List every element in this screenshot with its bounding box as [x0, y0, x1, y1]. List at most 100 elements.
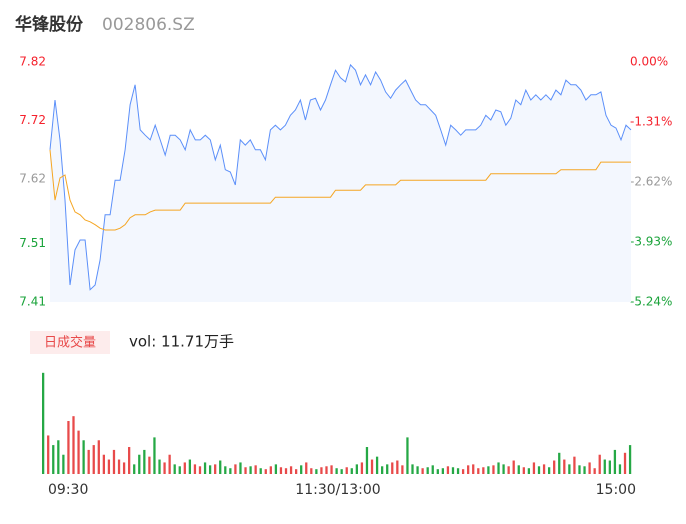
volume-bar — [522, 467, 525, 474]
volume-bar — [274, 464, 278, 474]
volume-bar — [239, 462, 242, 474]
volume-bar — [623, 452, 627, 474]
volume-bar — [456, 468, 460, 474]
volume-bar — [97, 440, 100, 474]
volume-bar — [112, 449, 116, 474]
volume-bar — [381, 466, 384, 474]
volume-bar — [294, 469, 298, 474]
volume-bar — [315, 469, 318, 474]
y2-tick-label: -5.24% — [630, 295, 672, 309]
volume-bar — [269, 466, 272, 474]
volume-bar — [472, 464, 475, 474]
volume-bar — [487, 466, 490, 474]
volume-bar — [203, 462, 207, 474]
volume-bar — [208, 465, 212, 474]
volume-bar — [527, 468, 531, 474]
y2-tick-label: -2.62% — [630, 175, 672, 189]
volume-bar — [143, 449, 146, 474]
volume-bar — [183, 462, 186, 474]
volume-bar — [335, 468, 338, 474]
volume-bar — [628, 445, 632, 474]
volume-bar — [568, 464, 571, 474]
volume-bar — [102, 454, 105, 474]
volume-bar — [421, 468, 424, 474]
y-tick-label: 7.41 — [19, 295, 46, 309]
x-tick-label: 09:30 — [48, 482, 88, 498]
volume-bar — [284, 468, 288, 474]
volume-bar — [67, 421, 70, 474]
volume-bar — [219, 460, 222, 474]
volume-bar — [411, 464, 414, 474]
volume-bar — [325, 466, 328, 474]
volume-bar — [345, 467, 348, 474]
volume-bar — [482, 467, 485, 474]
volume-bar — [92, 445, 95, 474]
volume-bar — [502, 464, 505, 474]
volume-bar — [148, 456, 151, 474]
volume-bar — [618, 464, 622, 474]
volume-bar — [62, 454, 65, 474]
volume-bar — [583, 466, 586, 474]
volume-bar — [259, 468, 262, 474]
volume-bar — [558, 452, 561, 474]
volume-bar — [426, 467, 429, 474]
chart-subtitle: 002806.SZ — [102, 15, 195, 35]
volume-bar — [492, 465, 495, 474]
volume-bar — [370, 459, 374, 474]
volume-bar — [153, 437, 156, 474]
volume-bar — [355, 464, 358, 474]
volume-bar — [477, 468, 480, 474]
y2-tick-label: -3.93% — [630, 235, 672, 249]
y-tick-label: 7.82 — [19, 55, 46, 69]
volume-bar — [563, 459, 566, 474]
volume-label: 日成交量 — [44, 335, 96, 351]
volume-bar — [542, 464, 546, 474]
volume-bar — [264, 469, 267, 474]
volume-bar — [249, 466, 252, 474]
volume-bar — [360, 462, 364, 474]
volume-bar — [128, 447, 131, 474]
volume-bar — [133, 464, 136, 474]
y2-tick-label: -1.31% — [630, 115, 672, 129]
volume-bar — [461, 469, 465, 474]
volume-bar — [497, 462, 500, 474]
volume-bar — [446, 466, 450, 474]
volume-bar — [72, 416, 75, 474]
volume-bar — [310, 468, 313, 474]
volume-bar — [188, 459, 192, 474]
volume-bar — [330, 465, 333, 474]
volume-bar — [416, 466, 419, 474]
volume-bar — [467, 465, 470, 474]
y-tick-label: 7.72 — [19, 113, 46, 127]
volume-bar — [451, 467, 455, 474]
x-tick-label: 15:00 — [596, 482, 636, 498]
volume-bar — [82, 440, 85, 474]
volume-bar — [547, 467, 551, 474]
volume-summary: vol: 11.71万手 — [129, 333, 234, 351]
volume-bar — [436, 469, 439, 474]
chart-title: 华锋股份 — [15, 14, 84, 35]
volume-bar — [158, 459, 161, 474]
volume-bar — [163, 462, 166, 474]
volume-bar — [391, 462, 394, 474]
series-line — [49, 149, 631, 231]
volume-bar — [512, 460, 515, 474]
volume-bar — [138, 454, 141, 474]
volume-label-box — [30, 331, 110, 354]
volume-bar — [173, 464, 176, 474]
volume-bar — [507, 466, 510, 474]
volume-bar — [279, 467, 283, 474]
volume-bar — [52, 445, 55, 474]
volume-bar — [401, 465, 404, 474]
volume-bar — [517, 465, 520, 474]
volume-bar — [320, 467, 323, 474]
volume-bar — [122, 462, 126, 474]
volume-bar — [178, 466, 181, 474]
volume-bar — [42, 372, 45, 474]
volume-bar — [47, 435, 50, 474]
volume-bar — [234, 464, 237, 474]
volume-bar — [386, 464, 389, 474]
volume-bar — [553, 460, 556, 474]
volume-bar — [603, 459, 606, 474]
